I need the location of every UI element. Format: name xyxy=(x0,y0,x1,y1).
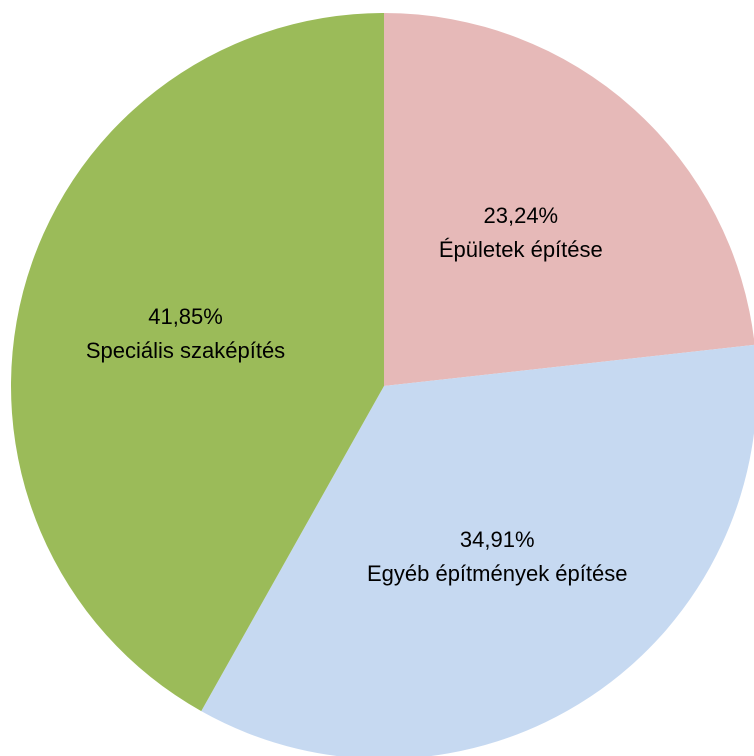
data-label: 34,91% xyxy=(460,527,535,552)
data-label: 41,85% xyxy=(148,304,223,329)
pie-slice xyxy=(201,344,754,756)
category-label: Speciális szaképítés xyxy=(86,338,285,363)
pie-slice xyxy=(384,13,754,386)
category-label: Egyéb építmények építése xyxy=(367,561,628,586)
pie-slice xyxy=(11,13,385,712)
data-label: 23,24% xyxy=(484,203,559,228)
category-label: Épületek építése xyxy=(439,237,603,262)
